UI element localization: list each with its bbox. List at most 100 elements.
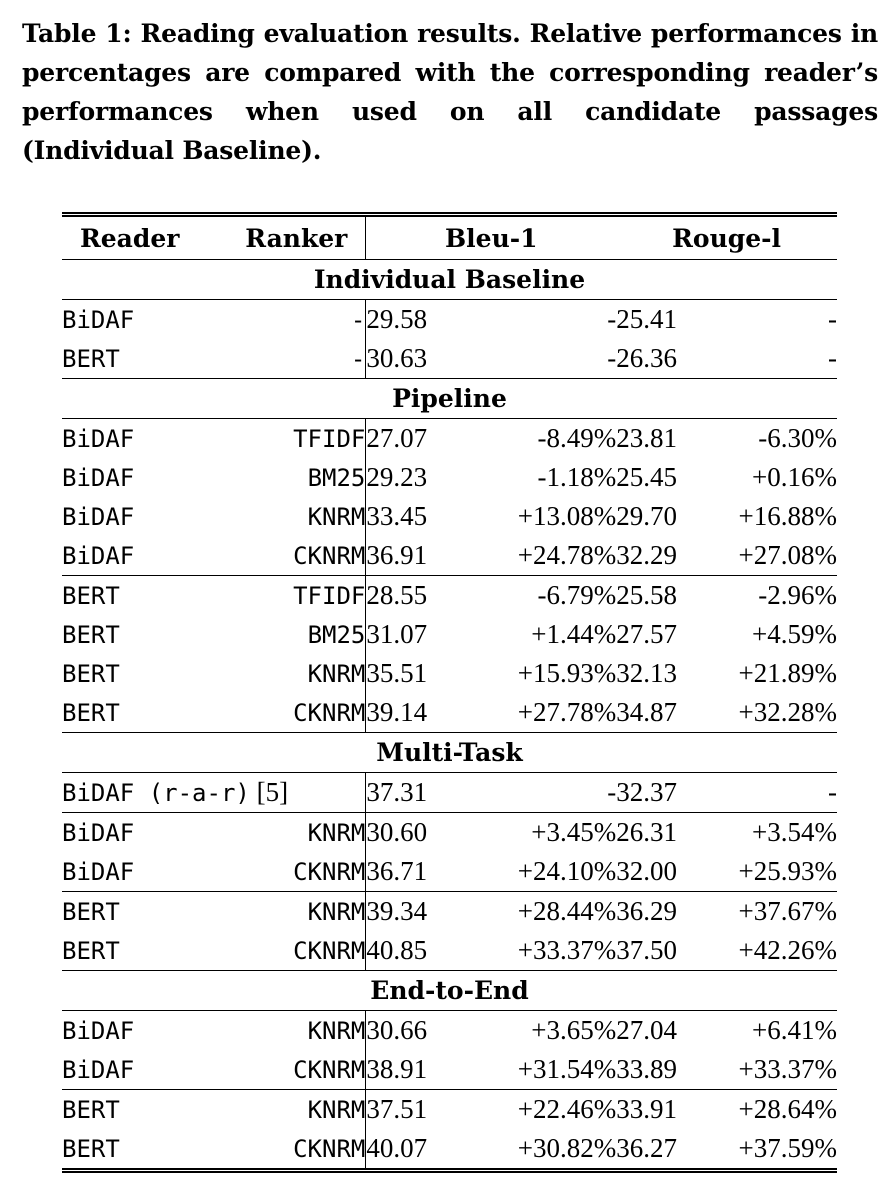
ranker-cell: KNRM — [193, 1010, 367, 1050]
rouge-cell: 33.89 — [616, 1054, 677, 1084]
table-row: BERT CKNRM 39.14 +27.78% 34.87 +32.28% — [62, 693, 837, 733]
table-row: BiDAF CKNRM 38.91 +31.54% 33.89 +33.37% — [62, 1050, 837, 1090]
ranker-cell: KNRM — [193, 654, 367, 693]
bleu-cell: 40.07 — [365, 1129, 463, 1173]
reader-cell: BERT — [62, 575, 194, 615]
rouge-cell: 36.29 — [616, 891, 713, 931]
table-caption: Table 1: Reading evaluation results. Rel… — [22, 19, 878, 165]
bleu-relative-cell: - — [607, 304, 617, 334]
bleu-cell: 29.23 — [366, 462, 428, 492]
ranker-cell: - — [193, 299, 367, 339]
section-row: Pipeline — [62, 378, 837, 419]
rouge-cell: 37.50 — [616, 935, 677, 965]
rouge-relative-cell: +33.37% — [738, 1054, 837, 1084]
bleu-relative-cell: +3.65% — [531, 1015, 617, 1045]
rouge-relative-cell: +42.26% — [738, 935, 837, 965]
table-row: BERT TFIDF 28.55 -6.79% 25.58 -2.96% — [62, 575, 837, 615]
bleu-cell: 31.07 — [366, 619, 428, 649]
reader-cell: BiDAF — [62, 424, 135, 453]
bleu-cell: 30.66 — [366, 1015, 428, 1045]
header-reader: Reader — [62, 212, 194, 260]
bleu-relative-cell: +15.93% — [517, 658, 617, 688]
header-row: Reader Ranker Bleu-1 Rouge-l — [62, 212, 837, 260]
section-title: Multi-Task — [62, 732, 837, 773]
bleu-relative-cell: +1.44% — [531, 619, 617, 649]
rouge-cell: 26.36 — [616, 343, 677, 373]
reader-cell: BERT — [62, 698, 120, 727]
rouge-cell: 29.70 — [616, 501, 677, 531]
reader-cell: BiDAF — [62, 305, 135, 334]
bleu-relative-cell: +30.82% — [462, 1129, 617, 1173]
reader-cell: BiDAF — [62, 502, 135, 531]
header-ranker: Ranker — [193, 212, 367, 260]
section-row: Individual Baseline — [62, 259, 837, 300]
ranker-cell: - — [193, 339, 367, 379]
reader-cell: BiDAF — [62, 812, 194, 852]
bleu-cell: 36.71 — [366, 856, 428, 886]
rouge-cell: 23.81 — [616, 423, 677, 453]
table-row: BiDAF CKNRM 36.71 +24.10% 32.00 +25.93% — [62, 852, 837, 892]
ranker-cell: KNRM — [193, 812, 367, 852]
ranker-cell: BM25 — [193, 615, 367, 654]
bleu-cell: 29.58 — [366, 304, 428, 334]
rouge-cell: 32.37 — [616, 777, 677, 807]
reader-cell: BiDAF — [62, 1055, 135, 1084]
table-row: BERT KNRM 35.51 +15.93% 32.13 +21.89% — [62, 654, 837, 693]
reader-cell: BERT — [62, 891, 194, 931]
rouge-cell: 27.57 — [616, 619, 677, 649]
reader-cell: BiDAF — [62, 1016, 135, 1045]
bleu-cell: 35.51 — [366, 658, 428, 688]
rouge-relative-cell: +27.08% — [738, 540, 837, 570]
reader-cell: BiDAF — [62, 541, 135, 570]
reader-cell: BiDAF — [62, 857, 135, 886]
bleu-cell: 28.55 — [365, 575, 463, 615]
bleu-relative-cell: +24.78% — [517, 540, 617, 570]
citation-ref: [5] — [256, 777, 289, 807]
header-bleu: Bleu-1 — [365, 212, 617, 260]
reader-cell: BERT — [62, 344, 120, 373]
reader-cell: BERT — [62, 1129, 194, 1173]
rouge-relative-cell: +37.67% — [712, 891, 837, 931]
reader-cell: BiDAF — [62, 463, 135, 492]
header-rouge: Rouge-l — [616, 212, 837, 260]
bleu-relative-cell: +24.10% — [517, 856, 617, 886]
rouge-cell: 32.00 — [616, 856, 677, 886]
section-title: End-to-End — [62, 970, 837, 1011]
reader-cell: BERT — [62, 659, 120, 688]
ranker-cell: CKNRM — [193, 852, 367, 892]
bleu-relative-cell: +22.46% — [462, 1089, 617, 1129]
ranker-cell: KNRM — [193, 891, 367, 931]
table-row: BiDAF KNRM 33.45 +13.08% 29.70 +16.88% — [62, 497, 837, 536]
rouge-relative-cell: +0.16% — [752, 462, 837, 492]
rouge-relative-cell: -2.96% — [712, 575, 837, 615]
table-row: BiDAF BM25 29.23 -1.18% 25.45 +0.16% — [62, 458, 837, 497]
ranker-cell: KNRM — [193, 497, 367, 536]
rouge-relative-cell: +28.64% — [712, 1089, 837, 1129]
bleu-relative-cell: -8.49% — [537, 423, 617, 453]
table-row: BiDAF KNRM 30.60 +3.45% 26.31 +3.54% — [62, 812, 837, 852]
table-row: BERT KNRM 39.34 +28.44% 36.29 +37.67% — [62, 891, 837, 931]
rouge-relative-cell: +32.28% — [738, 697, 837, 727]
ranker-cell: CKNRM — [193, 536, 367, 576]
rouge-relative-cell: +4.59% — [752, 619, 837, 649]
bleu-relative-cell: -1.18% — [537, 462, 617, 492]
table-row: BERT - 30.63 - 26.36 - — [62, 339, 837, 379]
ranker-cell: TFIDF — [193, 418, 367, 458]
reader-cell: BERT — [62, 620, 120, 649]
rouge-cell: 32.29 — [616, 540, 677, 570]
rouge-cell: 25.45 — [616, 462, 677, 492]
reader-ranker-merged-cell: BiDAF (r-a-r) [5] — [62, 772, 367, 813]
section-title: Pipeline — [62, 378, 837, 419]
bleu-relative-cell: - — [607, 777, 617, 807]
ranker-cell: TFIDF — [193, 575, 367, 615]
bleu-relative-cell: +31.54% — [517, 1054, 617, 1084]
rouge-relative-cell: - — [828, 343, 837, 373]
bleu-cell: 39.14 — [366, 697, 428, 727]
rouge-cell: 32.13 — [616, 658, 677, 688]
bleu-cell: 37.31 — [366, 777, 428, 807]
bleu-cell: 37.51 — [365, 1089, 463, 1129]
rouge-relative-cell: +6.41% — [752, 1015, 837, 1045]
reader-cell: BERT — [62, 1089, 194, 1129]
reader-cell: BERT — [62, 936, 120, 965]
bleu-relative-cell: - — [607, 343, 617, 373]
